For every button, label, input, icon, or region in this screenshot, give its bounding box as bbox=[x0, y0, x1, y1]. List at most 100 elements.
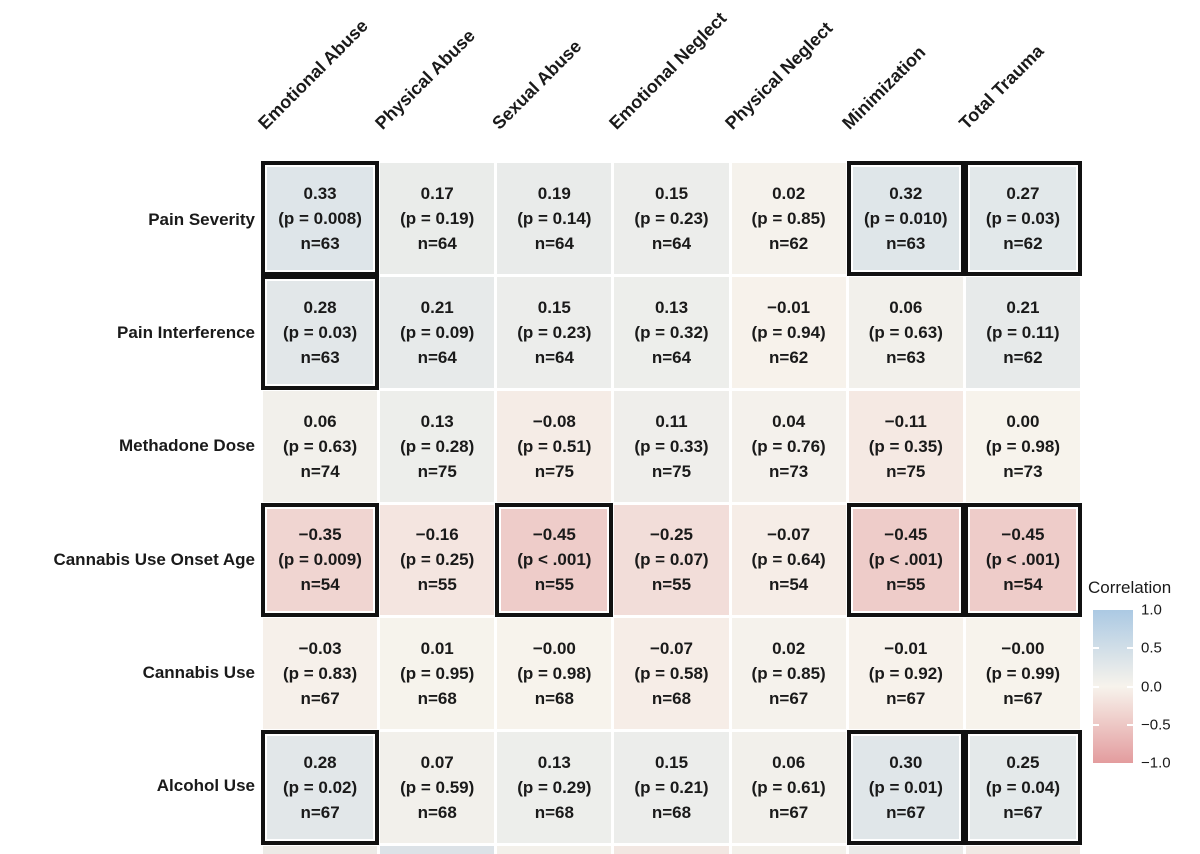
row-label: Pain Interference bbox=[117, 323, 255, 342]
cell-correlation-value: 0.13 bbox=[537, 753, 571, 773]
cell-correlation-value: 0.27 bbox=[1006, 183, 1040, 203]
heatmap-cell-r3-c2: 0.13 (p = 0.28) n=75 bbox=[380, 390, 495, 502]
cell-correlation-value: 0.13 bbox=[420, 411, 454, 431]
cell-p-value: (p = 0.76) bbox=[751, 436, 826, 456]
cell-correlation-value: 0.06 bbox=[889, 297, 923, 317]
cell-p-value: (p = 0.19) bbox=[400, 208, 475, 228]
cell-correlation-value: −0.00 bbox=[532, 639, 576, 659]
heatmap-partial-row bbox=[263, 846, 1080, 854]
heatmap-cell-r5-c1: −0.03 (p = 0.83) n=67 bbox=[263, 618, 378, 730]
cell-n: n=62 bbox=[769, 233, 809, 253]
heatmap-cell-r5-c5: 0.02 (p = 0.85) n=67 bbox=[731, 618, 846, 730]
cell-n: n=73 bbox=[769, 461, 809, 481]
partial-cell bbox=[614, 846, 729, 854]
cell-p-value: (p = 0.11) bbox=[986, 322, 1060, 342]
cell-correlation-value: 0.32 bbox=[889, 183, 923, 203]
cell-correlation-value: 0.06 bbox=[772, 753, 806, 773]
heatmap-cell-r6-c2: 0.07 (p = 0.59) n=68 bbox=[380, 732, 495, 843]
cell-correlation-value: 0.01 bbox=[420, 639, 454, 659]
partial-cell bbox=[965, 846, 1080, 854]
cell-p-value: (p = 0.04) bbox=[985, 778, 1060, 798]
cell-p-value: (p = 0.33) bbox=[634, 436, 709, 456]
legend-tick-label: 0.5 bbox=[1141, 639, 1162, 657]
cell-n: n=67 bbox=[300, 803, 340, 823]
heatmap-cell-r4-c6: −0.45 (p < .001) n=55 bbox=[846, 502, 965, 618]
legend-notch bbox=[1127, 685, 1133, 688]
cell-correlation-value: 0.00 bbox=[1006, 411, 1040, 431]
cell-correlation-value: 0.19 bbox=[537, 183, 571, 203]
legend-notch bbox=[1093, 723, 1099, 726]
heatmap-cell-r1-c5: 0.02 (p = 0.85) n=62 bbox=[731, 163, 846, 274]
cell-p-value: (p = 0.03) bbox=[985, 208, 1060, 228]
partial-cell bbox=[380, 846, 495, 854]
heatmap-cell-r4-c4: −0.25 (p = 0.07) n=55 bbox=[614, 504, 729, 616]
heatmap-cell-r5-c2: 0.01 (p = 0.95) n=68 bbox=[380, 618, 495, 730]
cell-p-value: (p = 0.64) bbox=[751, 550, 826, 570]
cell-p-value: (p = 0.23) bbox=[517, 322, 592, 342]
cell-p-value: (p = 0.63) bbox=[282, 436, 358, 456]
cell-correlation-value: 0.21 bbox=[420, 297, 454, 317]
cell-p-value: (p = 0.23) bbox=[634, 208, 709, 228]
cell-correlation-value: 0.15 bbox=[537, 297, 571, 317]
heatmap-cell-r2-c1: 0.28 (p = 0.03) n=63 bbox=[261, 274, 380, 390]
cell-n: n=68 bbox=[651, 689, 692, 709]
cell-correlation-value: 0.28 bbox=[303, 753, 337, 773]
cell-p-value: (p = 0.63) bbox=[868, 322, 943, 342]
cell-p-value: (p = 0.94) bbox=[751, 322, 826, 342]
legend-notch bbox=[1093, 647, 1099, 650]
cell-n: n=68 bbox=[534, 803, 574, 823]
cell-n: n=68 bbox=[417, 803, 457, 823]
cell-n: n=62 bbox=[1003, 233, 1043, 253]
cell-n: n=75 bbox=[417, 461, 457, 481]
heatmap-cell-r2-c5: −0.01 (p = 0.94) n=62 bbox=[731, 276, 846, 388]
cell-n: n=55 bbox=[651, 575, 692, 595]
heatmap-cell-r4-c5: −0.07 (p = 0.64) n=54 bbox=[731, 504, 846, 616]
heatmap-cell-r6-c3: 0.13 (p = 0.29) n=68 bbox=[497, 732, 612, 843]
cell-p-value: (p = 0.85) bbox=[751, 208, 826, 228]
heatmap-cell-r3-c6: −0.11 (p = 0.35) n=75 bbox=[848, 390, 963, 502]
cell-n: n=54 bbox=[769, 575, 809, 595]
heatmap-cell-r5-c6: −0.01 (p = 0.92) n=67 bbox=[848, 618, 963, 730]
cell-p-value: (p = 0.25) bbox=[400, 550, 475, 570]
cell-p-value: (p = 0.32) bbox=[634, 322, 709, 342]
heatmap-cell-r6-c1: 0.28 (p = 0.02) n=67 bbox=[261, 730, 380, 845]
cell-n: n=62 bbox=[769, 347, 809, 367]
heatmap-cell-r2-c3: 0.15 (p = 0.23) n=64 bbox=[497, 276, 612, 388]
heatmap-cell-r1-c7: 0.27 (p = 0.03) n=62 bbox=[963, 161, 1082, 276]
cell-p-value: (p < .001) bbox=[868, 550, 943, 570]
row-label: Methadone Dose bbox=[118, 436, 255, 456]
cell-n: n=67 bbox=[1003, 689, 1043, 709]
cell-correlation-value: 0.21 bbox=[1006, 297, 1040, 317]
cell-p-value: (p = 0.85) bbox=[751, 664, 826, 684]
legend-tick-label: −1.0 bbox=[1141, 754, 1171, 772]
cell-correlation-value: −0.45 bbox=[1001, 525, 1045, 545]
heatmap-cell-r6-c4: 0.15 (p = 0.21) n=68 bbox=[614, 732, 729, 843]
cell-correlation-value: 0.11 bbox=[655, 411, 688, 431]
partial-cell bbox=[848, 846, 963, 854]
cell-n: n=74 bbox=[300, 461, 340, 481]
cell-n: n=64 bbox=[534, 347, 574, 367]
cell-n: n=55 bbox=[534, 575, 574, 595]
legend-title: Correlation bbox=[1088, 578, 1172, 597]
heatmap-cell-r3-c3: −0.08 (p = 0.51) n=75 bbox=[497, 390, 612, 502]
cell-correlation-value: −0.08 bbox=[532, 411, 576, 431]
cell-correlation-value: 0.06 bbox=[303, 411, 337, 431]
cell-correlation-value: −0.35 bbox=[298, 525, 342, 545]
cell-correlation-value: −0.16 bbox=[415, 525, 459, 545]
cell-correlation-value: 0.30 bbox=[889, 753, 923, 773]
cell-p-value: (p = 0.010) bbox=[863, 208, 948, 228]
cell-p-value: (p = 0.98) bbox=[517, 664, 592, 684]
cell-p-value: (p = 0.02) bbox=[282, 778, 358, 798]
cell-correlation-value: −0.03 bbox=[298, 639, 342, 659]
legend-tick-label: 1.0 bbox=[1141, 601, 1162, 619]
cell-p-value: (p = 0.99) bbox=[985, 664, 1060, 684]
heatmap-cell-r3-c1: 0.06 (p = 0.63) n=74 bbox=[263, 390, 378, 502]
cell-n: n=68 bbox=[651, 803, 692, 823]
cell-n: n=63 bbox=[886, 347, 926, 367]
cell-n: n=64 bbox=[534, 233, 574, 253]
heatmap-cell-r2-c7: 0.21 (p = 0.11) n=62 bbox=[965, 276, 1080, 388]
cell-correlation-value: 0.07 bbox=[420, 753, 454, 773]
cell-n: n=67 bbox=[886, 689, 926, 709]
cell-correlation-value: −0.01 bbox=[884, 639, 928, 659]
